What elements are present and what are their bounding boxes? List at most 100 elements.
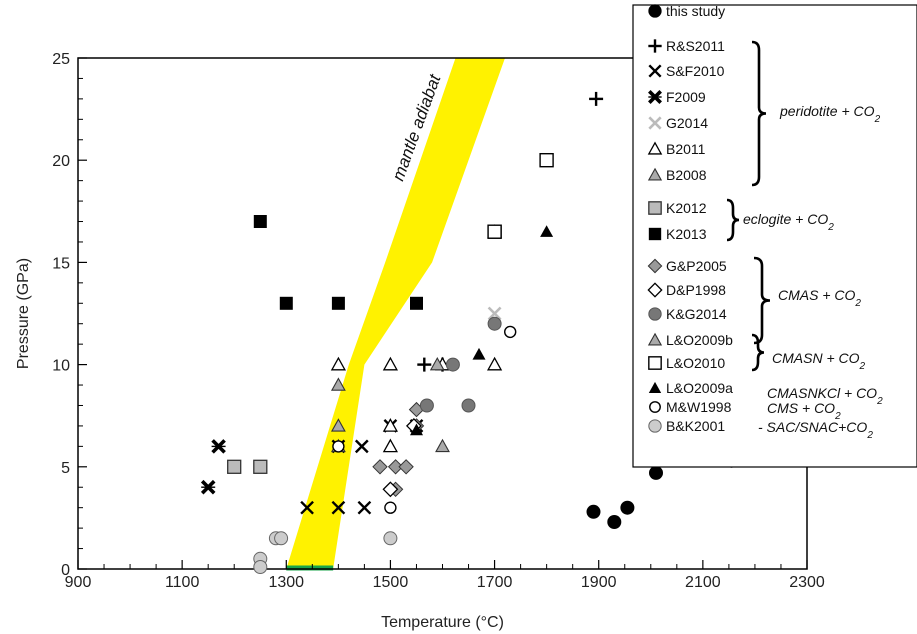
point-g-p2005 — [398, 459, 414, 475]
group-label: eclogite + CO2 — [743, 211, 834, 233]
group-label: peridotite + CO2 — [779, 103, 881, 125]
point-m-w1998 — [332, 440, 345, 453]
point-g-p2005 — [372, 459, 388, 475]
legend-marker — [647, 282, 663, 298]
point-k2013 — [410, 296, 423, 310]
x-tick-label: 900 — [65, 574, 92, 591]
y-tick-label: 5 — [61, 460, 70, 477]
legend-label: L&O2009b — [666, 332, 733, 348]
brace-peridotite — [751, 40, 767, 187]
point-s-f2010 — [331, 500, 346, 515]
legend-marker — [648, 227, 662, 241]
point-f2009 — [211, 439, 226, 454]
legend-label: B2011 — [666, 141, 706, 157]
y-tick-label: 25 — [52, 51, 70, 68]
y-tick-label: 20 — [52, 153, 70, 170]
legend-box — [632, 4, 917, 468]
legend-marker — [648, 4, 662, 18]
point-this-study — [586, 504, 601, 519]
x-tick-label: 1100 — [165, 574, 200, 591]
group-label: CMASNKCl + CO2 — [767, 385, 883, 407]
legend-marker — [648, 307, 662, 321]
point-m-w1998 — [504, 325, 517, 339]
legend-marker — [649, 401, 661, 413]
legend-label: R&S2011 — [666, 38, 725, 54]
legend-label: L&O2009a — [666, 380, 733, 396]
point-g2014 — [487, 306, 502, 321]
x-tick-label: 1500 — [373, 574, 409, 591]
point-k-g2014 — [445, 357, 460, 372]
legend: this study R&S2011 S&F2010 F2009 G2014 B2011 B… — [632, 3, 917, 468]
point-b2011 — [382, 356, 399, 371]
legend-marker — [648, 64, 662, 78]
point-r-s2011 — [589, 91, 604, 106]
point-l-o2010 — [487, 224, 502, 239]
point-l-o2010 — [539, 152, 554, 168]
x-axis-title: Temperature (°C) — [381, 614, 504, 631]
legend-marker — [648, 90, 662, 104]
point-l-o2009a — [472, 347, 486, 360]
x-tick-label: 1300 — [268, 574, 304, 591]
point-k2012 — [227, 459, 242, 474]
point-m-w1998 — [384, 501, 397, 514]
data-points-layer — [200, 91, 739, 574]
group-label: CMAS + CO2 — [778, 287, 861, 309]
group-label: CMASN + CO2 — [772, 350, 866, 372]
legend-label: K2012 — [666, 200, 707, 216]
legend-label: L&O2010 — [666, 355, 725, 371]
point-k2012 — [253, 459, 268, 474]
point-k2013 — [331, 296, 345, 310]
y-tick-label: 0 — [61, 562, 70, 579]
y-axis-title: Pressure (GPa) — [15, 258, 32, 369]
legend-label: this study — [666, 3, 725, 19]
point-l-o2009a — [540, 225, 554, 237]
x-tick-label: 2300 — [789, 574, 825, 591]
point-b2011 — [382, 418, 399, 432]
legend-label: B&K2001 — [666, 418, 725, 434]
point-k-g2014 — [487, 316, 502, 331]
point-d-p1998 — [382, 481, 399, 498]
point-b2011 — [382, 438, 399, 453]
point-g-p2005 — [387, 459, 404, 475]
legend-marker — [647, 141, 663, 155]
brace-cmasn — [751, 333, 765, 372]
point-this-study — [649, 465, 663, 480]
point-k2013 — [279, 296, 293, 310]
point-this-study — [620, 500, 635, 515]
legend-label: K2013 — [666, 226, 707, 242]
point-l-o2009b — [429, 356, 445, 371]
point-l-o2009a — [410, 423, 423, 436]
legend-marker — [648, 201, 662, 215]
point-k-g2014 — [461, 398, 476, 413]
legend-marker — [647, 167, 663, 181]
point-b-k2001 — [253, 560, 268, 574]
legend-marker — [648, 356, 662, 370]
legend-marker — [648, 381, 662, 393]
point-b-k2001 — [383, 531, 398, 546]
point-r-s2011 — [417, 357, 432, 372]
group-label: - SAC/SNAC+CO2 — [758, 419, 873, 441]
point-k-g2014 — [419, 398, 434, 413]
point-b2008 — [330, 418, 346, 432]
y-tick-label: 10 — [52, 358, 70, 375]
legend-label: S&F2010 — [666, 63, 725, 79]
point-s-f2010 — [300, 500, 314, 515]
x-tick-label: 1700 — [477, 574, 513, 591]
legend-label: G2014 — [666, 115, 708, 131]
brace-eclogite — [726, 198, 740, 242]
legend-marker — [647, 332, 663, 346]
legend-label: K&G2014 — [666, 306, 727, 322]
x-tick-label: 1900 — [581, 574, 617, 591]
legend-marker — [648, 116, 662, 130]
x-tick-label: 2100 — [685, 574, 721, 591]
point-b2008 — [330, 377, 346, 391]
group-label: CMS + CO2 — [767, 400, 841, 422]
point-k2013 — [253, 215, 267, 228]
point-this-study — [607, 515, 622, 529]
legend-marker — [648, 419, 662, 433]
legend-label: F2009 — [666, 89, 706, 105]
point-b2011 — [486, 356, 503, 371]
legend-label: B2008 — [666, 167, 707, 183]
legend-marker — [648, 39, 662, 53]
